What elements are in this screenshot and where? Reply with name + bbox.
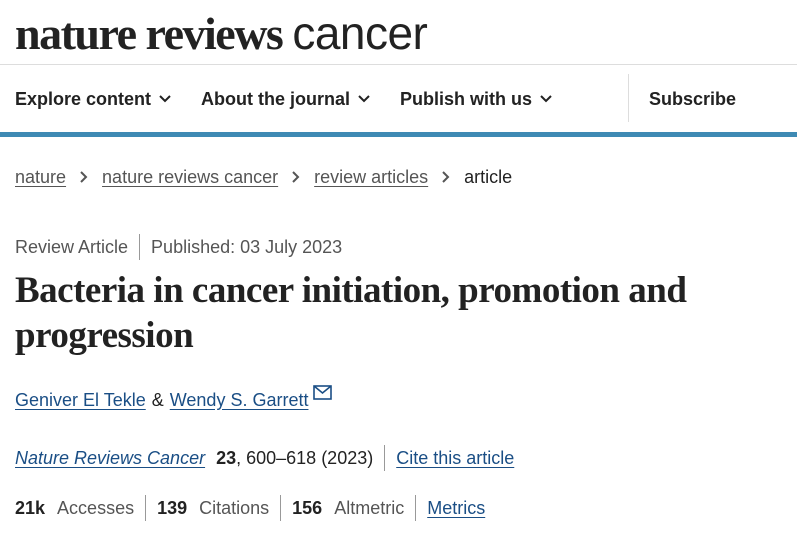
metric-value: 21k [15,497,46,518]
published: Published: 03 July 2023 [151,236,343,257]
separator [280,495,282,521]
nav-label: Explore content [15,88,152,109]
cite[interactable]: Cite this article [396,447,515,468]
crumb-chevron [292,171,300,183]
journal[interactable]: Nature Reviews Cancer [15,447,206,468]
crumb-chevron [442,171,450,183]
metric-value: 139 [157,497,188,518]
chevron [358,95,370,103]
nav-label: About the journal [201,88,351,109]
crumb-chevron [80,171,88,183]
crumb[interactable]: nature reviews cancer [102,166,279,187]
crumb[interactable]: nature [15,166,67,187]
accent-bar [0,132,797,137]
crumb-current: article [464,166,513,187]
author-join: & [151,389,164,410]
separator [384,445,386,471]
volume: 23 [216,447,237,468]
subscribe[interactable]: Subscribe [649,89,737,109]
nav-item[interactable]: About the journal [201,89,370,110]
journal-line: Nature Reviews Cancer 23 , 600–618 (2023… [15,445,515,471]
article-title: Bacteria in cancer initiation, promotion… [15,270,687,356]
metrics-link[interactable]: Metrics [427,497,486,518]
divider [0,64,797,65]
chevron [540,95,552,103]
separator [145,495,147,521]
metric-value: 156 [292,497,323,518]
crumb[interactable]: review articles [314,166,429,187]
chevron [159,95,171,103]
nav-separator [628,74,629,122]
pages-year: , 600–618 (2023) [236,447,374,468]
nav-item[interactable]: Explore content [15,89,171,110]
breadcrumbs: nature nature reviews cancer review arti… [15,165,512,189]
article-type: Review Article [15,236,129,257]
mail-icon[interactable] [313,385,333,401]
nav-label: Publish with us [400,88,533,109]
logo-bold: nature reviews [15,7,284,59]
article-meta: Review Article Published: 03 July 2023 [15,234,343,260]
nav-item[interactable]: Publish with us [400,89,552,110]
separator [139,234,141,260]
logo-light: cancer [292,7,428,59]
authors: Geniver El Tekle & Wendy S. Garrett [15,385,333,412]
author[interactable]: Geniver El Tekle [15,389,146,410]
metric-label: Citations [199,497,270,518]
logo[interactable]: nature reviews cancer [15,6,428,60]
author[interactable]: Wendy S. Garrett [169,389,309,410]
metric-label: Accesses [57,497,135,518]
nav: Explore content About the journal Publis… [15,86,582,112]
separator [415,495,417,521]
metrics: 21k Accesses 139 Citations 156 Altmetric Me… [15,495,486,521]
metric-label: Altmetric [334,497,405,518]
